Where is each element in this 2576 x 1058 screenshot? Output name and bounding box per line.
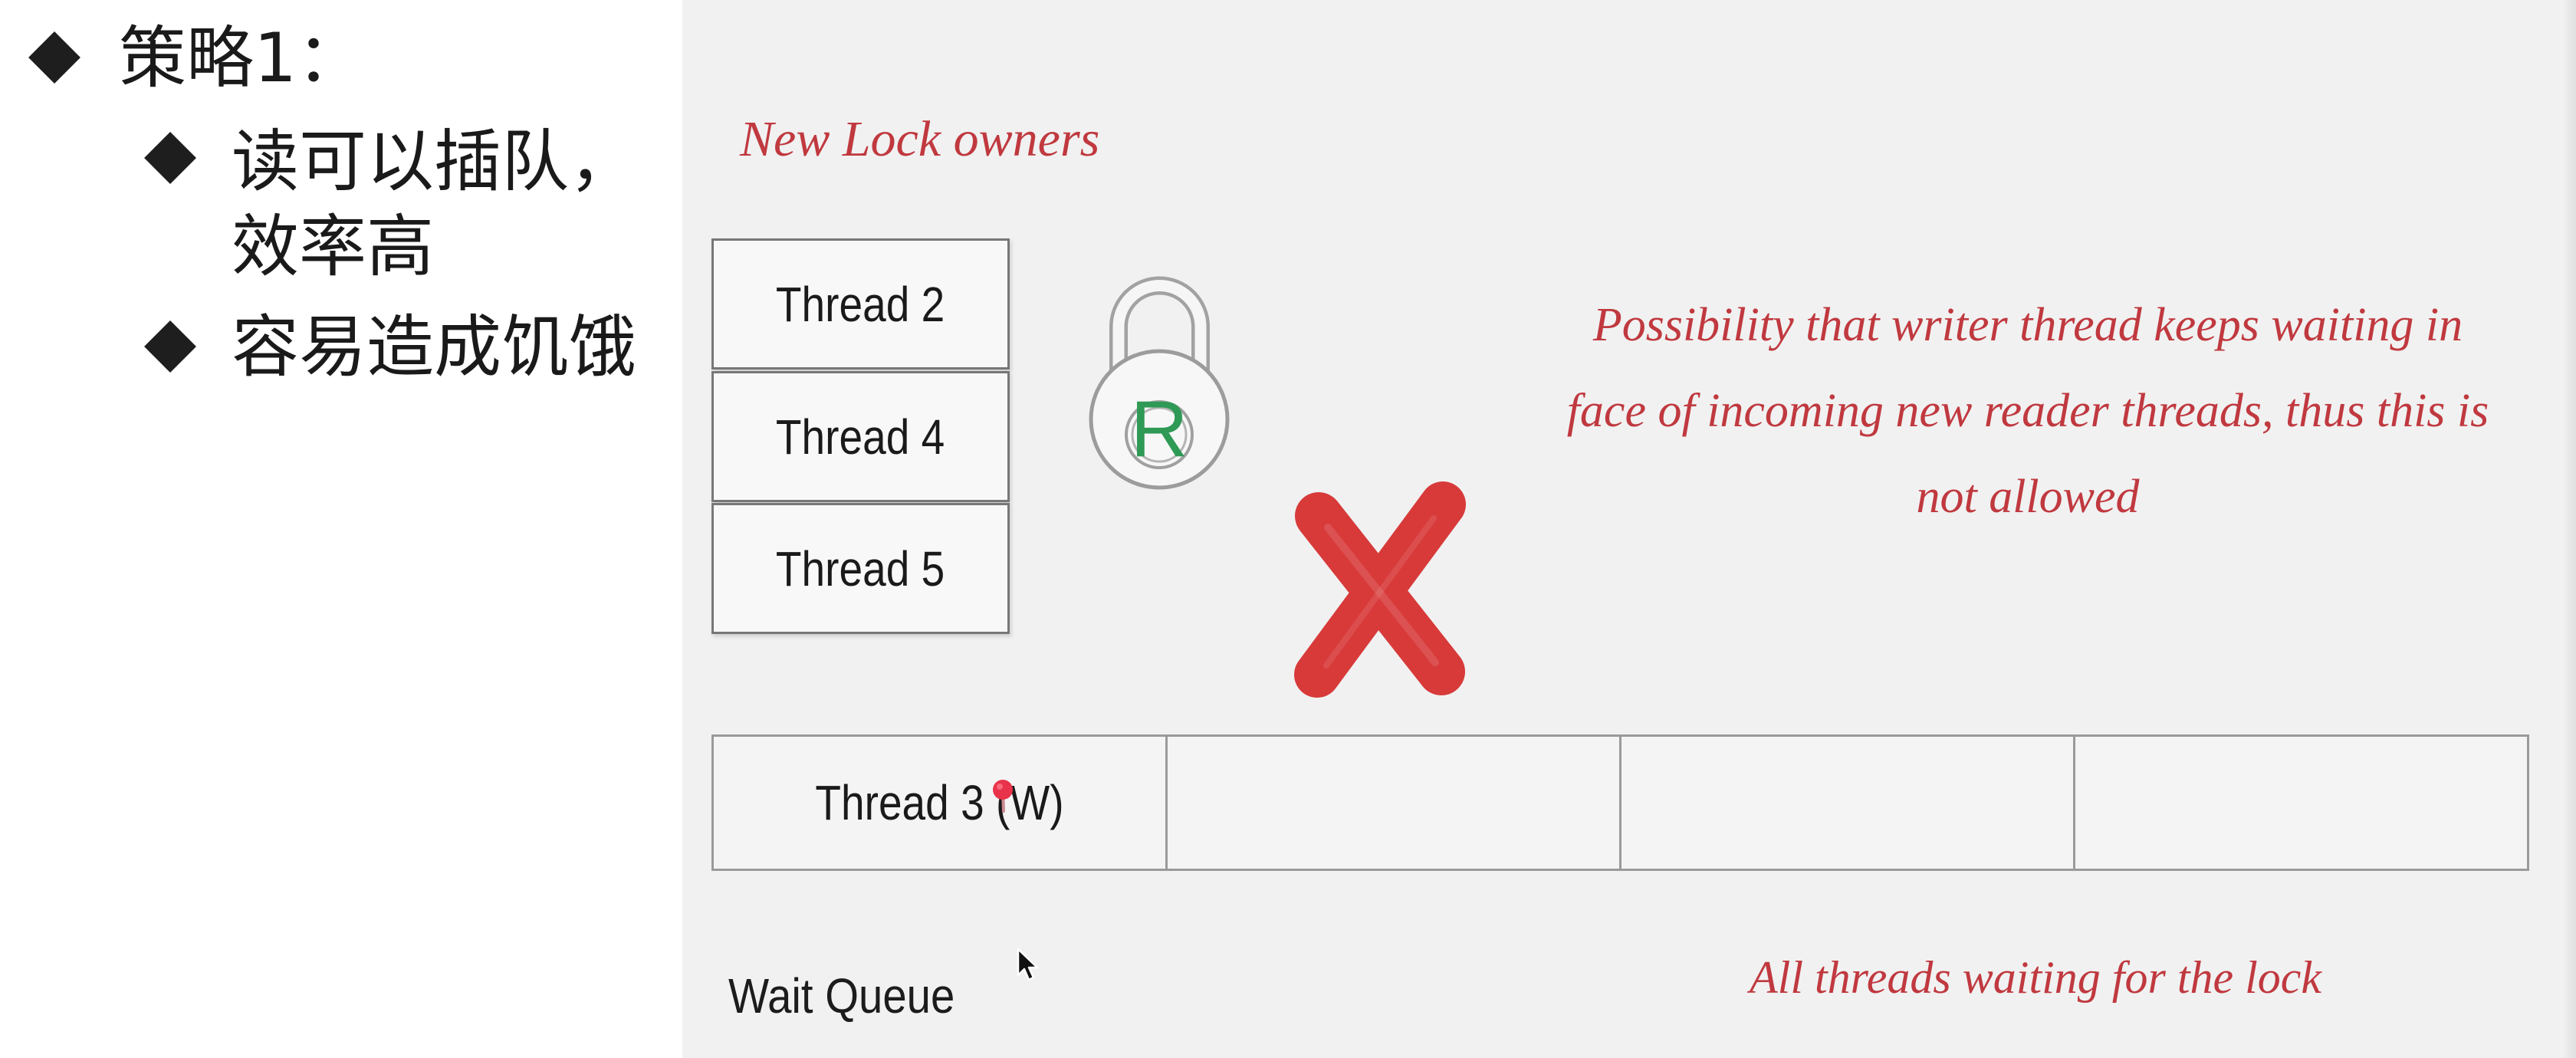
note-line: face of incoming new reader threads, thu… xyxy=(1491,368,2564,454)
bullet-item: 读可以插队， 效率高 xyxy=(232,119,636,289)
queue-slot xyxy=(1622,737,2075,869)
bullet-line: 效率高 xyxy=(232,204,636,289)
slide-text-panel: 策略1： 读可以插队， 效率高 容易造成饥饿 xyxy=(0,0,682,1058)
laser-pointer-dot-icon xyxy=(989,776,1017,816)
bullet-line: 容易造成饥饿 xyxy=(232,304,636,389)
starvation-note: Possibility that writer thread keeps wai… xyxy=(1491,282,2564,540)
wait-queue-label: Wait Queue xyxy=(728,968,955,1024)
thread-label: Thread 4 xyxy=(776,410,945,464)
thread-label: Thread 3 (W) xyxy=(815,776,1063,830)
queue-slot xyxy=(1168,737,1622,869)
thread-label: Thread 2 xyxy=(776,278,945,331)
bullet-item: 容易造成饥饿 xyxy=(232,304,636,389)
diamond-bullet-icon xyxy=(144,320,196,373)
owner-thread-box: Thread 2 xyxy=(711,238,1010,370)
mouse-cursor-icon xyxy=(1017,948,1041,983)
diamond-bullet-icon xyxy=(144,132,196,184)
diagram-panel: New Lock owners Thread 2 Thread 4 Thread… xyxy=(682,0,2576,1058)
lock-letter: R xyxy=(1130,385,1188,474)
owner-thread-box: Thread 4 xyxy=(711,371,1010,502)
owners-label: New Lock owners xyxy=(740,109,1099,170)
note-line: not allowed xyxy=(1491,454,2564,540)
wait-queue: Thread 3 (W) xyxy=(711,734,2529,871)
slide-heading: 策略1： xyxy=(119,15,364,100)
owner-thread-box: Thread 5 xyxy=(711,503,1010,634)
queue-slot: Thread 3 (W) xyxy=(714,737,1168,869)
padlock-icon: R xyxy=(1085,272,1234,495)
diamond-bullet-icon xyxy=(28,31,80,84)
queue-note: All threads waiting for the lock xyxy=(1750,949,2321,1006)
bullet-line: 读可以插队， xyxy=(232,119,636,204)
note-line: Possibility that writer thread keeps wai… xyxy=(1491,282,2564,368)
thread-label: Thread 5 xyxy=(776,542,945,596)
queue-slot xyxy=(2075,737,2527,869)
red-cross-icon xyxy=(1288,481,1472,700)
